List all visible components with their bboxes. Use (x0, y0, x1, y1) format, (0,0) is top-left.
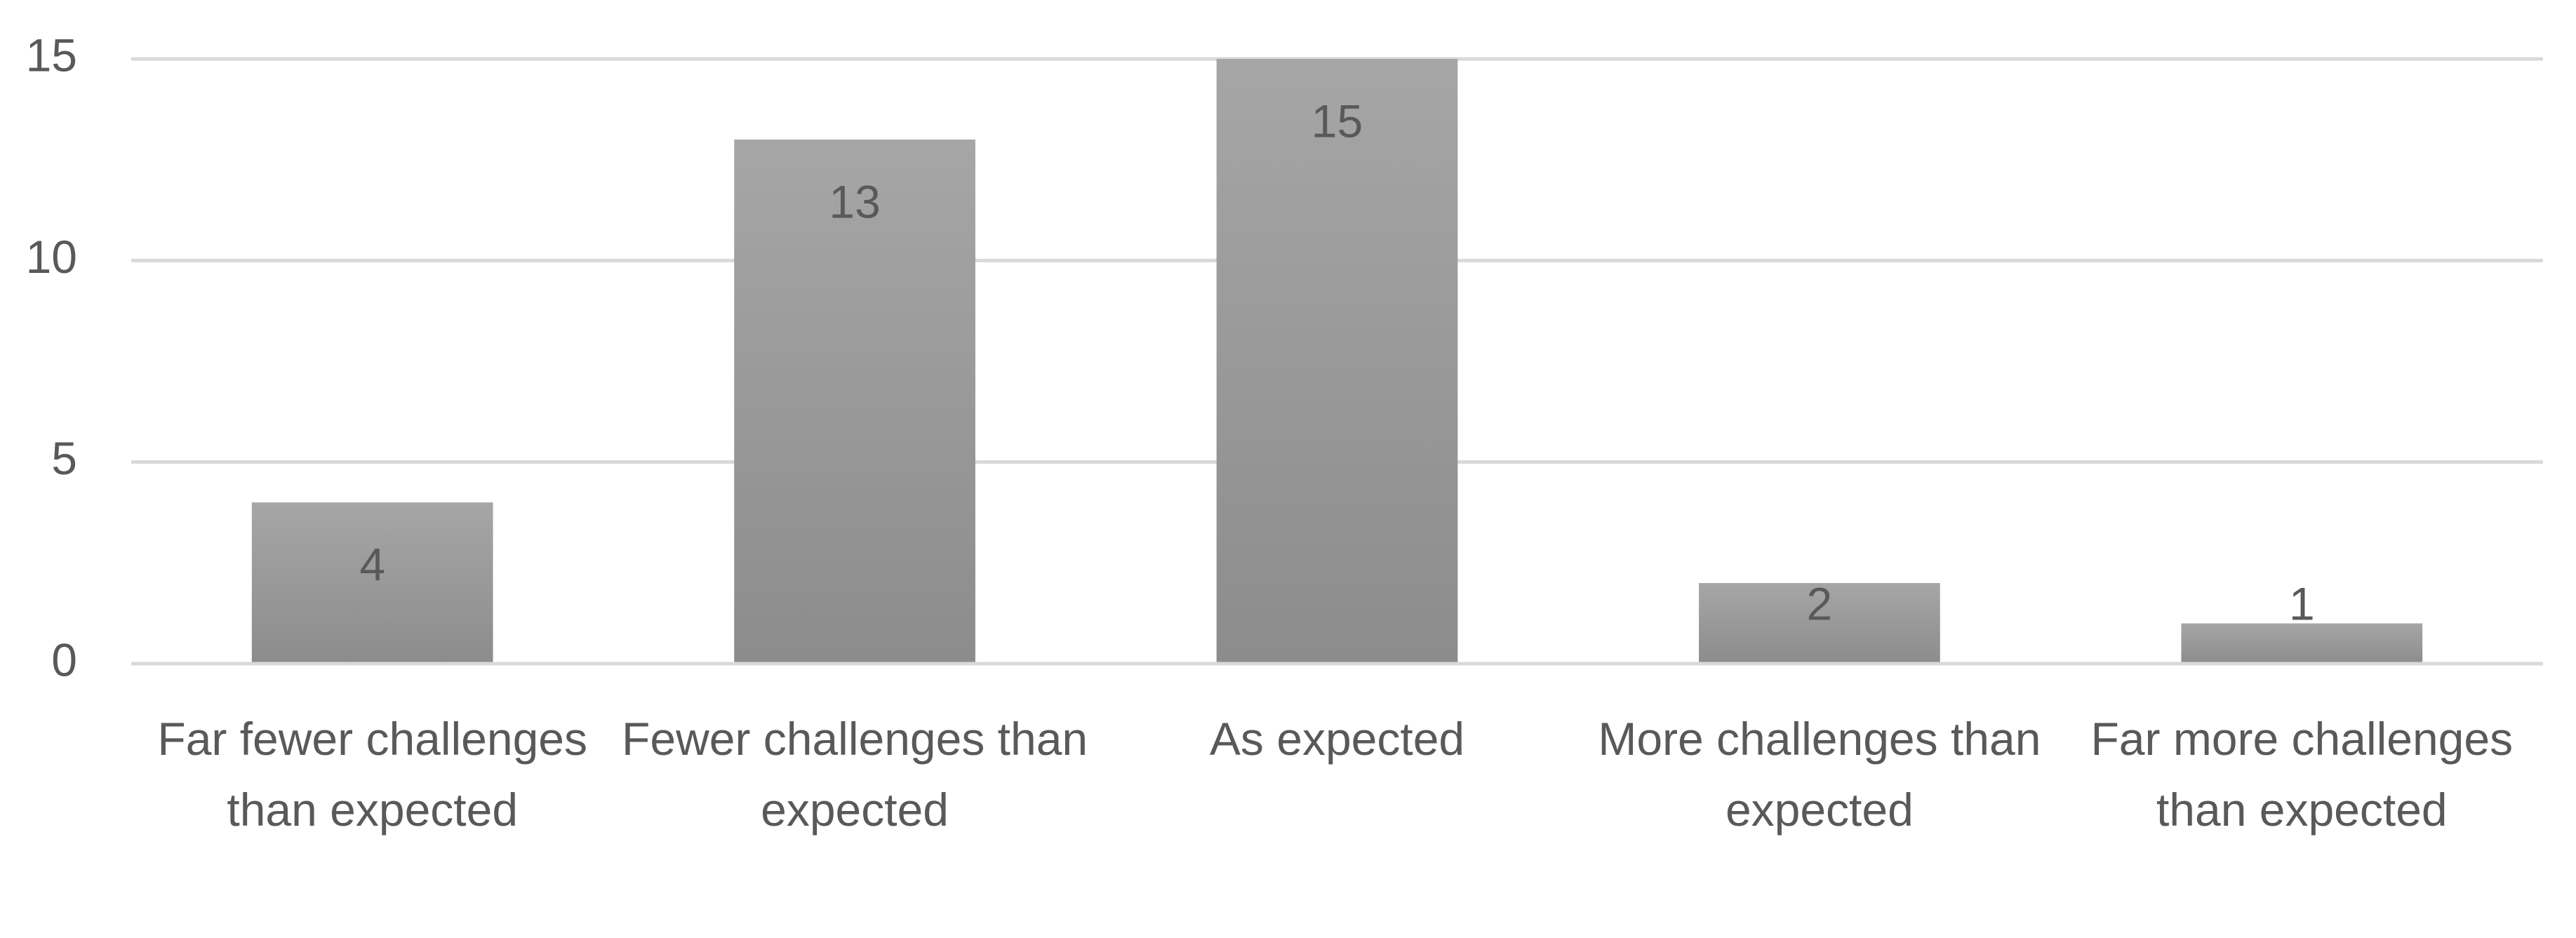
x-tick-label-box: As expected (1209, 713, 1465, 765)
x-tick-label-box: Far more challenges than expected (2090, 713, 2514, 836)
y-tick-label: 10 (26, 231, 77, 283)
x-tick-label: Far fewer challenges than expected (157, 713, 588, 836)
x-tick-label: Fewer challenges than expected (622, 713, 1088, 836)
bar (251, 502, 493, 664)
y-tick-label: 5 (51, 432, 77, 484)
data-label: 1 (2289, 577, 2315, 629)
x-tick-label-box: Fewer challenges than expected (622, 713, 1088, 836)
x-tick-label: As expected (1209, 713, 1465, 765)
data-label: 15 (1312, 95, 1363, 147)
data-label: 13 (829, 175, 880, 227)
x-tick-label: Far more challenges than expected (2090, 713, 2514, 836)
data-label: 2 (1807, 577, 1833, 629)
bar (1216, 59, 1458, 664)
x-tick-label: More challenges than expected (1598, 713, 2041, 836)
bar (1699, 583, 1940, 664)
y-tick-label: 15 (26, 29, 77, 81)
x-tick-label-box: Far fewer challenges than expected (157, 713, 588, 836)
bar (2181, 623, 2423, 664)
x-tick-label-box: More challenges than expected (1598, 713, 2041, 836)
bar (734, 139, 975, 664)
data-label: 4 (359, 539, 385, 591)
y-tick-label: 0 (51, 634, 77, 685)
